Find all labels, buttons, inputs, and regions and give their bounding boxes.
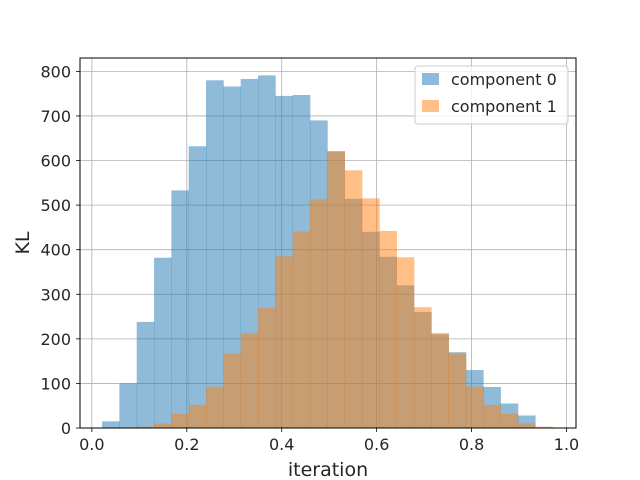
histogram-bar: [206, 386, 224, 428]
legend-frame: [414, 65, 569, 125]
histogram-bar: [465, 386, 484, 428]
x-axis-label: iteration: [288, 459, 368, 480]
histogram-bar: [448, 353, 467, 428]
legend: component 0 component 1: [414, 65, 569, 125]
y-tick-label: 100: [40, 374, 71, 393]
x-tick-label: 0.4: [269, 435, 294, 454]
y-tick-label: 700: [40, 107, 71, 126]
histogram-bar: [292, 231, 311, 428]
histogram-bar: [154, 257, 172, 428]
histogram-bar: [136, 321, 155, 428]
histogram-bar: [361, 198, 380, 428]
legend-label-component-0: component 0: [451, 70, 557, 89]
axes-frame: [79, 57, 577, 429]
series-1-bars: [119, 151, 553, 429]
histogram-bar: [517, 423, 536, 428]
histogram-bar: [483, 404, 501, 428]
x-tick-label: 1.0: [554, 435, 579, 454]
histogram-bar: [309, 199, 328, 428]
histogram-bar: [206, 80, 224, 428]
histogram-bar: [344, 170, 363, 429]
y-axis-ticks: 0 100 200 300 400 500 600 700 800: [40, 62, 80, 438]
x-tick-label: 0.8: [459, 435, 484, 454]
legend-swatch-component-0: [422, 73, 439, 85]
histogram-bar: [327, 151, 346, 429]
y-tick-label: 300: [40, 285, 71, 304]
histogram-bar: [379, 230, 397, 428]
histogram-bar: [171, 413, 190, 428]
histogram-bar: [257, 307, 276, 428]
histogram-bar: [396, 257, 415, 428]
histogram-bar: [136, 426, 155, 428]
histogram-bar: [119, 383, 138, 428]
y-tick-label: 200: [40, 330, 71, 349]
y-axis-label: KL: [12, 231, 34, 254]
histogram-bar: [275, 256, 294, 428]
x-tick-label: 0.6: [364, 435, 389, 454]
y-tick-label: 800: [40, 62, 71, 81]
y-tick-label: 400: [40, 241, 71, 260]
histogram-bar: [188, 404, 207, 428]
x-tick-label: 0.2: [174, 435, 199, 454]
histogram-bar: [154, 423, 172, 428]
histogram-bar: [240, 333, 259, 428]
y-tick-label: 0: [61, 419, 71, 438]
y-tick-label: 500: [40, 196, 71, 215]
legend-swatch-component-1: [422, 100, 439, 112]
histogram-bar: [223, 353, 242, 428]
histogram-bar: [102, 421, 120, 428]
histogram-bar: [413, 307, 432, 428]
histogram-bar: [500, 413, 519, 428]
histogram-bar: [431, 333, 449, 428]
y-tick-label: 600: [40, 152, 71, 171]
histogram-bar: [188, 146, 207, 428]
histogram-bars: [102, 75, 553, 429]
legend-label-component-1: component 1: [451, 97, 557, 116]
histogram-bar: [223, 86, 242, 428]
x-tick-label: 0.0: [79, 435, 104, 454]
x-axis-ticks: 0.0 0.2 0.4 0.6 0.8 1.0: [79, 428, 579, 454]
histogram-bar: [535, 426, 553, 428]
histogram-bar: [171, 190, 190, 428]
